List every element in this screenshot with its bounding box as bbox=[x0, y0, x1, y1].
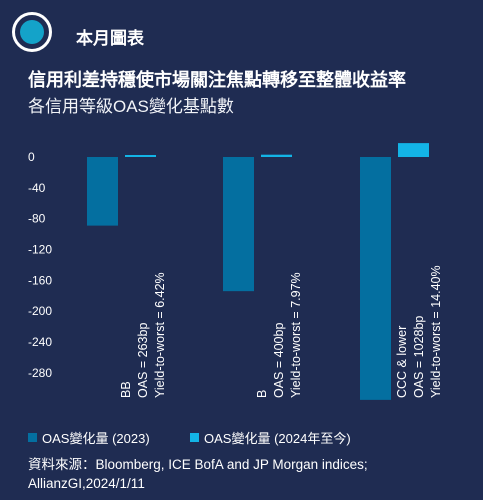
y-tick-label: -120 bbox=[28, 243, 52, 257]
chart-header: 本月圖表 bbox=[0, 0, 483, 60]
category-annotation: CCC & lower bbox=[395, 326, 409, 398]
chart-title: 信用利差持穩使市場關注焦點轉移至整體收益率 bbox=[28, 70, 406, 90]
y-tick-label: -280 bbox=[28, 366, 52, 380]
legend-item-2024: OAS變化量 (2024年至今) bbox=[190, 428, 351, 447]
y-tick-label: -240 bbox=[28, 335, 52, 349]
bar-b-series-1 bbox=[261, 154, 292, 157]
header-label: 本月圖表 bbox=[76, 29, 144, 48]
chart-subtitle: 各信用等級OAS變化基點數 bbox=[28, 97, 234, 116]
y-tick-label: -200 bbox=[28, 304, 52, 318]
bar-bb-series-0 bbox=[87, 157, 118, 226]
y-tick-label: -160 bbox=[28, 273, 52, 287]
bar-ccc-lower-series-0 bbox=[360, 157, 391, 400]
category-annotation: OAS = 263bp bbox=[136, 323, 150, 398]
bar-ccc-lower-series-1 bbox=[398, 143, 429, 157]
category-annotation: Yield-to-worst = 6.42% bbox=[153, 272, 167, 398]
bar-b-series-0 bbox=[223, 157, 254, 292]
y-tick-label: -80 bbox=[28, 212, 46, 226]
category-annotation: B bbox=[255, 390, 269, 398]
bar-bb-series-1 bbox=[125, 155, 156, 157]
category-annotation: Yield-to-worst = 14.40% bbox=[429, 265, 443, 398]
source-note: 資料來源：Bloomberg, ICE BofA and JP Morgan i… bbox=[28, 457, 368, 491]
legend-label-2023: OAS變化量 (2023) bbox=[42, 431, 150, 446]
category-annotation: OAS = 400bp bbox=[272, 323, 286, 398]
legend-swatch-2024 bbox=[190, 433, 199, 442]
chart-icon bbox=[12, 12, 52, 52]
y-tick-label: 0 bbox=[28, 150, 35, 164]
y-tick-label: -40 bbox=[28, 181, 46, 195]
legend-item-2023: OAS變化量 (2023) bbox=[28, 428, 150, 447]
category-annotation: OAS = 1028bp bbox=[412, 316, 426, 398]
legend-swatch-2023 bbox=[28, 433, 37, 442]
category-annotation: Yield-to-worst = 7.97% bbox=[289, 272, 303, 398]
category-annotation: BB bbox=[119, 381, 133, 398]
legend-label-2024: OAS變化量 (2024年至今) bbox=[204, 431, 351, 446]
